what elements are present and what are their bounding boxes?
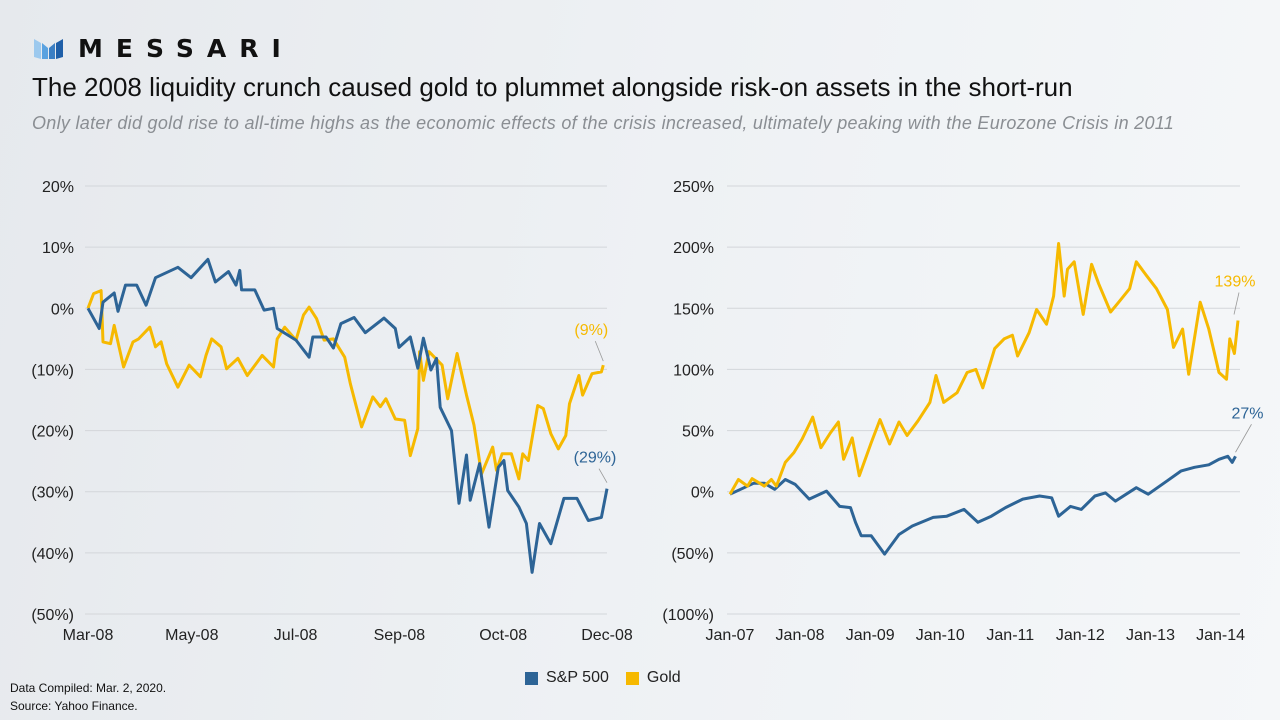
legend-item-sp500: S&P 500 <box>525 669 609 687</box>
y-tick-label: (20%) <box>31 424 74 441</box>
series-line-gold <box>728 242 1240 495</box>
y-tick-label: 0% <box>691 485 714 502</box>
y-tick-label: 150% <box>673 301 714 318</box>
x-tick-label: Jan-12 <box>1056 627 1105 644</box>
data-compiled-note: Data Compiled: Mar. 2, 2020. <box>10 681 167 695</box>
page-subtitle: Only later did gold rise to all-time hig… <box>32 113 1175 133</box>
x-tick-label: Dec-08 <box>581 627 633 644</box>
y-tick-label: (50%) <box>31 607 74 624</box>
x-tick-label: Jan-13 <box>1126 627 1175 644</box>
annotation-label-gold: (9%) <box>574 322 608 339</box>
x-tick-label: Sep-08 <box>374 627 426 644</box>
series-line-sp500 <box>86 257 609 574</box>
series-line-sp500 <box>729 454 1237 556</box>
y-tick-label: (50%) <box>671 546 714 563</box>
x-tick-label: Jan-10 <box>916 627 965 644</box>
y-tick-label: (10%) <box>31 362 74 379</box>
annotation-label-sp500: (29%) <box>574 450 617 467</box>
y-tick-label: 250% <box>673 179 714 196</box>
x-tick-label: Mar-08 <box>63 627 114 644</box>
y-tick-label: 20% <box>42 179 74 196</box>
annotation-leader <box>598 468 608 483</box>
legend-swatch-gold <box>625 671 639 685</box>
annotation-label-gold: 139% <box>1215 274 1256 291</box>
y-tick-label: 100% <box>673 362 714 379</box>
y-tick-label: (30%) <box>31 485 74 502</box>
source-note: Source: Yahoo Finance. <box>10 699 138 713</box>
y-tick-label: 200% <box>673 240 714 257</box>
legend-item-gold: Gold <box>625 669 681 687</box>
annotation-leader <box>1235 424 1252 453</box>
x-tick-label: Jan-08 <box>776 627 825 644</box>
series-line-gold <box>86 289 605 481</box>
y-tick-label: 0% <box>51 301 74 318</box>
x-tick-label: Jan-14 <box>1196 627 1245 644</box>
messari-logo: MESSARI <box>34 34 294 63</box>
annotation-leader <box>594 341 604 362</box>
annotation-label-sp500: 27% <box>1231 405 1263 422</box>
legend: S&P 500 Gold <box>525 669 698 687</box>
x-tick-label: Jan-09 <box>846 627 895 644</box>
x-tick-label: Jan-11 <box>986 627 1034 644</box>
chart-2008-crunch: 20% 10% 0% (10%) (20%) (30%) (40%) (50%) Mar-08 M… <box>31 179 633 644</box>
legend-label: S&P 500 <box>546 669 609 686</box>
y-tick-label: (100%) <box>662 607 714 624</box>
page-title: The 2008 liquidity crunch caused gold to… <box>32 72 1073 102</box>
logo-text: MESSARI <box>78 34 294 63</box>
legend-swatch-sp500 <box>525 671 538 685</box>
y-tick-label: (40%) <box>31 546 74 563</box>
x-tick-label: Jul-08 <box>274 627 318 644</box>
y-tick-label: 50% <box>682 424 714 441</box>
x-tick-label: Jan-07 <box>706 627 755 644</box>
x-tick-label: May-08 <box>165 627 218 644</box>
y-tick-label: 10% <box>42 240 74 257</box>
messari-logo-mark-icon <box>34 38 63 59</box>
legend-label: Gold <box>646 669 681 686</box>
x-tick-label: Oct-08 <box>479 627 527 644</box>
annotation-leader <box>1233 292 1240 315</box>
chart-2007-2014: 250% 200% 150% 100% 50% 0% (50%) (100%) Jan-07 Ja… <box>662 179 1263 644</box>
